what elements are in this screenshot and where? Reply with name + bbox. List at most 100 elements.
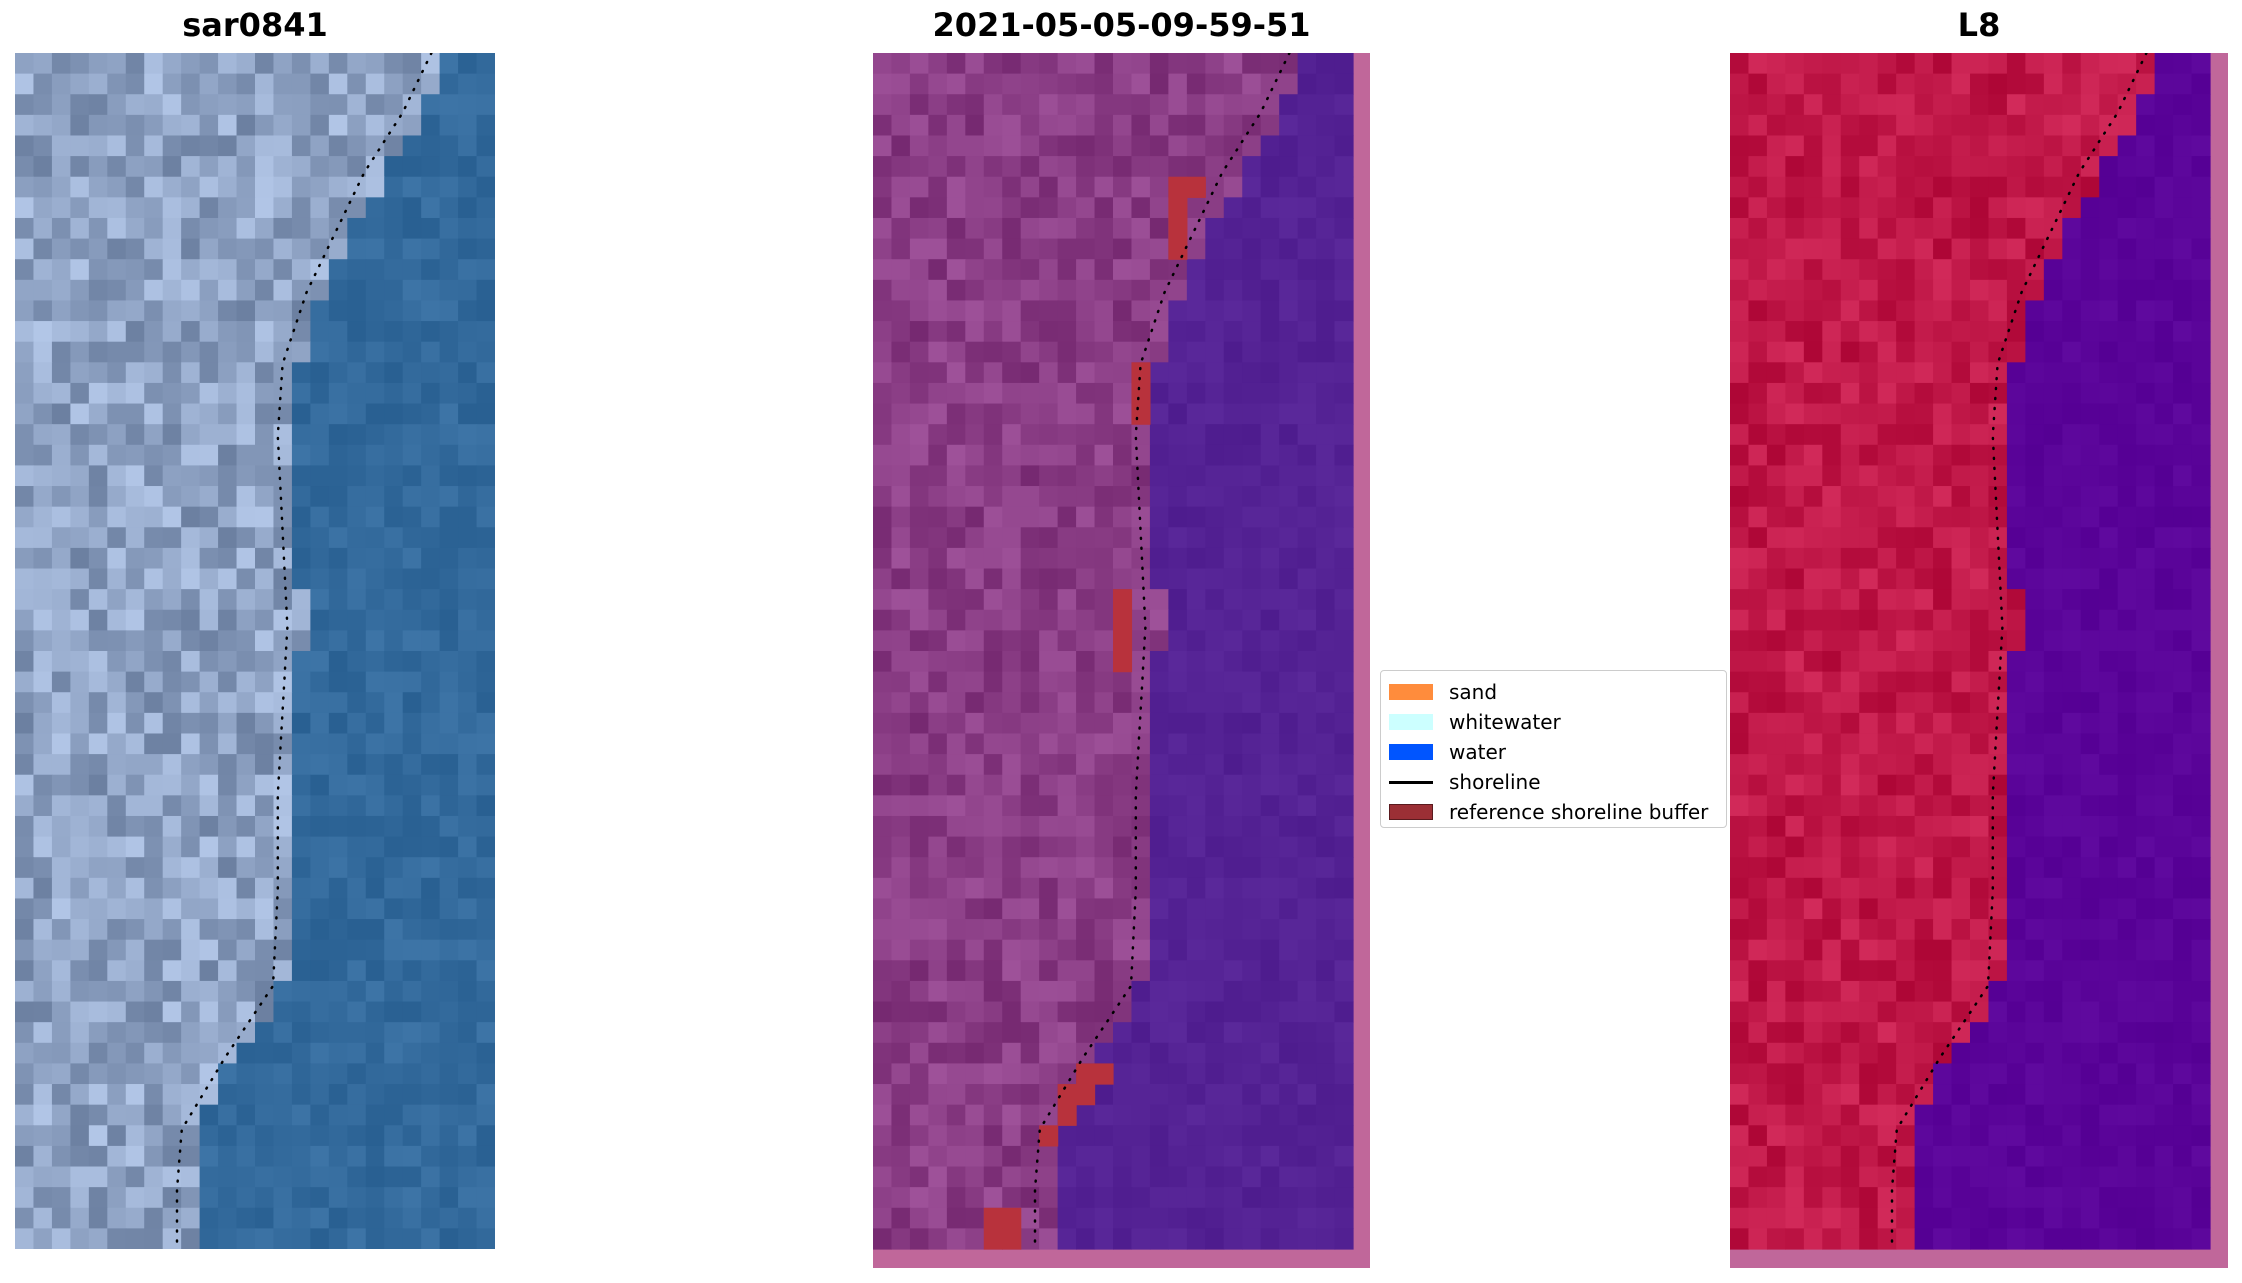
- water-pixel: [421, 1187, 441, 1209]
- land-pixel: [1988, 217, 2008, 240]
- water-pixel: [2025, 341, 2045, 363]
- water-pixel: [2136, 836, 2156, 858]
- land-pixel: [1785, 568, 1805, 590]
- land-pixel: [1748, 403, 1768, 425]
- land-pixel: [51, 774, 71, 796]
- land-pixel: [2006, 114, 2026, 137]
- water-pixel: [328, 403, 348, 425]
- land-pixel: [162, 1084, 182, 1106]
- water-pixel: [2173, 1228, 2193, 1250]
- water-pixel: [273, 1207, 293, 1229]
- water-pixel: [2025, 1166, 2045, 1188]
- land-pixel: [965, 960, 985, 982]
- water-pixel: [1223, 1042, 1243, 1065]
- land-pixel: [1131, 341, 1151, 363]
- land-pixel: [2062, 197, 2082, 219]
- land-pixel: [1877, 135, 1897, 157]
- water-pixel: [1279, 692, 1299, 714]
- water-pixel: [365, 1084, 385, 1106]
- water-pixel: [1223, 671, 1243, 693]
- land-pixel: [891, 73, 911, 95]
- water-pixel: [2099, 651, 2119, 673]
- water-pixel: [365, 712, 385, 735]
- land-pixel: [1914, 506, 1934, 528]
- land-pixel: [51, 1022, 71, 1044]
- land-pixel: [1039, 424, 1059, 446]
- land-pixel: [181, 547, 201, 570]
- land-pixel: [1002, 1125, 1022, 1147]
- water-pixel: [2080, 857, 2100, 879]
- water-pixel: [1297, 980, 1317, 1003]
- land-pixel: [1951, 403, 1971, 425]
- land-pixel: [236, 733, 256, 755]
- water-pixel: [1260, 733, 1280, 755]
- land-pixel: [1840, 444, 1860, 467]
- land-pixel: [255, 712, 275, 735]
- land-pixel: [1766, 671, 1786, 693]
- land-pixel: [255, 980, 275, 1003]
- land-pixel: [107, 671, 127, 693]
- land-pixel: [1785, 197, 1805, 219]
- land-pixel: [1039, 321, 1059, 343]
- water-pixel: [1260, 1166, 1280, 1188]
- land-pixel: [107, 444, 127, 467]
- water-pixel: [1988, 1145, 2008, 1168]
- water-pixel: [310, 589, 330, 611]
- water-pixel: [1951, 1145, 1971, 1168]
- land-pixel: [1131, 836, 1151, 858]
- land-pixel: [1933, 836, 1953, 858]
- land-pixel: [1896, 279, 1916, 302]
- water-pixel: [1334, 939, 1354, 961]
- land-pixel: [162, 1001, 182, 1023]
- water-pixel: [2173, 651, 2193, 673]
- land-pixel: [181, 795, 201, 817]
- water-pixel: [365, 321, 385, 343]
- land-pixel: [2006, 630, 2026, 652]
- water-pixel: [2136, 94, 2156, 116]
- land-pixel: [384, 135, 404, 157]
- land-pixel: [1785, 1125, 1805, 1147]
- water-pixel: [1334, 176, 1354, 198]
- land-pixel: [125, 444, 145, 467]
- land-pixel: [125, 898, 145, 920]
- land-pixel: [1131, 898, 1151, 920]
- land-pixel: [255, 73, 275, 95]
- land-pixel: [1822, 898, 1842, 920]
- land-pixel: [1730, 465, 1750, 487]
- land-pixel: [291, 94, 311, 116]
- land-pixel: [88, 1063, 108, 1085]
- land-pixel: [1730, 1125, 1750, 1147]
- water-pixel: [2025, 877, 2045, 900]
- water-pixel: [2025, 321, 2045, 343]
- water-pixel: [310, 1166, 330, 1188]
- water-pixel: [291, 1084, 311, 1106]
- land-pixel: [1822, 176, 1842, 198]
- land-pixel: [107, 1001, 127, 1023]
- land-pixel: [181, 465, 201, 487]
- land-pixel: [1223, 53, 1243, 75]
- water-pixel: [1186, 589, 1206, 611]
- water-pixel: [365, 774, 385, 796]
- land-pixel: [965, 980, 985, 1003]
- land-pixel: [1840, 692, 1860, 714]
- water-pixel: [2099, 754, 2119, 776]
- land-pixel: [909, 506, 929, 528]
- water-pixel: [2062, 919, 2082, 941]
- land-pixel: [946, 362, 966, 384]
- land-pixel: [1896, 815, 1916, 838]
- land-pixel: [1002, 815, 1022, 838]
- water-pixel: [2154, 259, 2174, 281]
- land-pixel: [928, 1228, 948, 1250]
- land-pixel: [2117, 114, 2137, 137]
- water-pixel: [328, 877, 348, 900]
- land-pixel: [1002, 135, 1022, 157]
- land-pixel: [199, 836, 219, 858]
- water-pixel: [1279, 321, 1299, 343]
- water-pixel: [384, 939, 404, 961]
- water-pixel: [1334, 754, 1354, 776]
- land-pixel: [2043, 135, 2063, 157]
- water-pixel: [384, 1104, 404, 1126]
- land-pixel: [199, 547, 219, 570]
- land-pixel: [1859, 135, 1879, 157]
- water-pixel: [2062, 300, 2082, 322]
